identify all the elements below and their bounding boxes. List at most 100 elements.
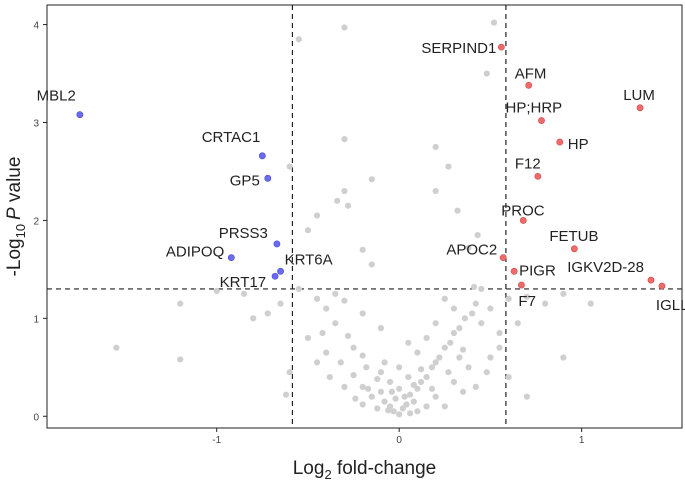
label-prss3: PRSS3	[219, 225, 268, 242]
point-f12	[534, 172, 542, 180]
label-krt6a: KRT6A	[285, 251, 333, 268]
ns-point	[326, 373, 333, 381]
point-proc	[519, 217, 527, 224]
label-hp: HP	[568, 136, 589, 153]
ns-point	[304, 334, 312, 342]
ns-point	[363, 364, 370, 371]
ns-point	[350, 372, 357, 379]
ns-point	[407, 410, 414, 417]
ns-point	[368, 261, 375, 268]
ns-point	[423, 403, 430, 410]
y-tick-label: 3	[33, 119, 39, 130]
ns-point	[505, 373, 512, 381]
label-gp5: GP5	[230, 172, 260, 189]
ns-point	[410, 381, 417, 389]
point-prss3	[273, 240, 281, 248]
ns-point	[337, 359, 344, 366]
ns-point	[381, 398, 388, 405]
ns-point	[432, 393, 439, 400]
ns-point	[313, 295, 321, 302]
ns-point	[560, 290, 567, 297]
ns-point	[177, 300, 184, 307]
ns-point	[465, 364, 472, 371]
ns-point	[381, 359, 388, 366]
ns-point	[445, 163, 452, 170]
ns-point	[388, 388, 395, 395]
ns-point	[344, 332, 352, 340]
ns-point	[304, 227, 312, 234]
point-adipoq	[227, 254, 235, 262]
ns-point	[332, 320, 339, 327]
ns-point	[483, 70, 490, 77]
ns-point	[359, 310, 366, 317]
ns-point	[478, 320, 485, 327]
label-mbl2: MBL2	[37, 88, 76, 105]
ns-point	[213, 287, 220, 295]
label-afm: AFM	[515, 65, 547, 82]
ns-point	[459, 388, 467, 395]
ns-point	[264, 310, 271, 317]
ns-point	[432, 143, 439, 151]
x-tick-label: 1	[579, 435, 585, 446]
ns-point	[240, 290, 248, 297]
ns-point	[456, 354, 463, 361]
point-mbl2	[76, 111, 84, 119]
ns-point	[341, 383, 348, 390]
ns-point	[295, 36, 302, 43]
ns-point	[392, 395, 399, 402]
ns-point	[523, 393, 530, 400]
plot-frame	[46, 4, 683, 429]
ns-point	[390, 408, 397, 415]
ns-point	[313, 212, 321, 219]
point-krt17	[271, 272, 279, 280]
ns-point	[359, 352, 366, 359]
y-tick-label: 1	[33, 314, 39, 325]
ns-point	[496, 329, 503, 337]
ns-point	[423, 373, 430, 381]
ns-point	[514, 320, 521, 327]
ns-point	[377, 369, 385, 376]
ns-point	[428, 364, 436, 371]
y-axis-title-rest: value	[4, 157, 25, 208]
label-krt17: KRT17	[220, 274, 266, 291]
y-tick-label: 2	[33, 216, 39, 227]
point-lum	[636, 104, 644, 112]
x-axis-title-subscript: 2	[324, 467, 331, 482]
ns-point	[428, 385, 436, 392]
ns-point	[323, 349, 330, 356]
ns-point	[441, 403, 448, 410]
ns-point	[414, 349, 421, 356]
ns-point	[478, 285, 485, 293]
background-points	[113, 19, 594, 418]
ns-point	[472, 383, 479, 390]
ns-point	[113, 344, 120, 351]
ns-point	[472, 300, 479, 307]
point-apoc2	[499, 254, 507, 262]
ns-point	[250, 315, 257, 322]
ns-point	[277, 300, 284, 307]
ns-point	[487, 305, 494, 312]
ns-point	[374, 405, 381, 412]
ns-point	[359, 383, 366, 390]
ns-point	[396, 385, 403, 392]
ns-point	[407, 391, 414, 398]
ns-point	[432, 187, 439, 195]
label-fetub: FETUB	[549, 228, 598, 245]
ns-point	[450, 378, 458, 386]
x-tick-label: -1	[212, 435, 221, 446]
ns-point	[542, 300, 549, 307]
point-pigr	[510, 267, 518, 275]
ns-point	[313, 359, 321, 366]
point-labels: MBL2 CRTAC1 GP5 PRSS3 ADIPOQ KRT6A KRT17 SERPIN…	[37, 40, 685, 314]
point-krt6a	[277, 267, 284, 275]
x-axis-title-base: Log	[293, 458, 325, 479]
ns-point	[410, 398, 417, 405]
ns-point	[523, 293, 530, 300]
x-axis-title-rest: fold-change	[332, 458, 437, 479]
ns-point	[399, 405, 406, 412]
point-crtac1	[258, 152, 266, 160]
ns-point	[365, 385, 372, 392]
ns-point	[474, 232, 481, 239]
ns-point	[450, 305, 458, 312]
label-lum: LUM	[623, 87, 655, 104]
